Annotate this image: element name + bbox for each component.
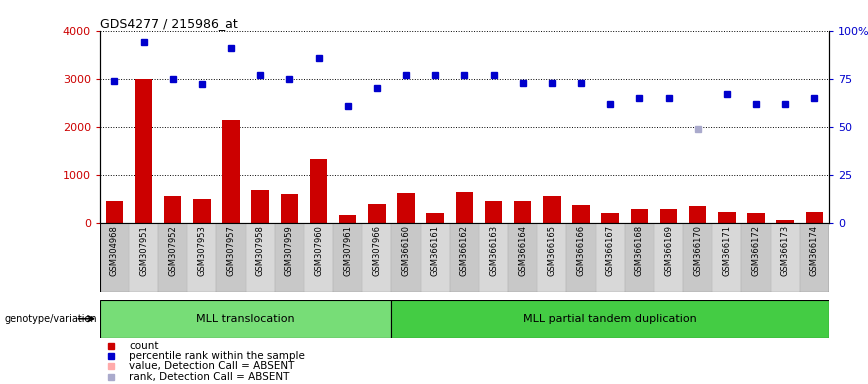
Bar xyxy=(222,119,240,223)
Bar xyxy=(741,223,771,292)
Bar xyxy=(275,223,304,292)
Bar xyxy=(310,159,327,223)
Bar xyxy=(106,201,123,223)
Bar xyxy=(304,223,333,292)
Text: GSM307953: GSM307953 xyxy=(197,225,207,276)
Text: GSM304968: GSM304968 xyxy=(110,225,119,276)
Text: GSM366168: GSM366168 xyxy=(635,225,644,276)
Bar xyxy=(631,209,648,223)
Bar xyxy=(164,196,181,223)
Bar xyxy=(216,223,246,292)
Text: GSM366174: GSM366174 xyxy=(810,225,819,276)
Bar xyxy=(595,223,625,292)
Text: GSM366162: GSM366162 xyxy=(460,225,469,276)
Text: GSM307952: GSM307952 xyxy=(168,225,177,276)
Bar xyxy=(543,196,561,223)
Bar xyxy=(514,201,531,223)
Bar xyxy=(660,209,677,223)
Text: GSM366173: GSM366173 xyxy=(780,225,790,276)
Text: GSM366161: GSM366161 xyxy=(431,225,440,276)
Bar xyxy=(450,223,479,292)
Text: GSM307960: GSM307960 xyxy=(314,225,323,276)
Bar xyxy=(567,223,595,292)
Bar xyxy=(479,223,508,292)
Text: rank, Detection Call = ABSENT: rank, Detection Call = ABSENT xyxy=(129,372,289,382)
Text: MLL translocation: MLL translocation xyxy=(196,314,295,324)
Bar xyxy=(485,200,503,223)
Bar xyxy=(391,300,829,338)
Bar xyxy=(129,223,158,292)
Text: GSM366164: GSM366164 xyxy=(518,225,527,276)
Text: GSM366166: GSM366166 xyxy=(576,225,586,276)
Text: GSM307961: GSM307961 xyxy=(343,225,352,276)
Text: GSM366163: GSM366163 xyxy=(489,225,498,276)
Bar xyxy=(135,79,152,223)
Bar xyxy=(100,300,391,338)
Text: genotype/variation: genotype/variation xyxy=(4,314,97,324)
Bar xyxy=(426,213,444,223)
Bar xyxy=(456,192,473,223)
Text: GSM366169: GSM366169 xyxy=(664,225,673,276)
Text: GSM366172: GSM366172 xyxy=(752,225,760,276)
Text: GSM366160: GSM366160 xyxy=(402,225,411,276)
Text: GSM307958: GSM307958 xyxy=(256,225,265,276)
Bar xyxy=(572,205,589,223)
Text: GSM366170: GSM366170 xyxy=(694,225,702,276)
Bar xyxy=(194,199,211,223)
Bar xyxy=(158,223,187,292)
Bar xyxy=(421,223,450,292)
Bar xyxy=(683,223,713,292)
Bar xyxy=(339,215,357,223)
Bar xyxy=(537,223,567,292)
Text: GDS4277 / 215986_at: GDS4277 / 215986_at xyxy=(100,17,238,30)
Bar xyxy=(602,213,619,223)
Text: MLL partial tandem duplication: MLL partial tandem duplication xyxy=(523,314,697,324)
Text: count: count xyxy=(129,341,159,351)
Bar xyxy=(362,223,391,292)
Bar xyxy=(654,223,683,292)
Bar xyxy=(246,223,275,292)
Text: GSM366165: GSM366165 xyxy=(548,225,556,276)
Bar xyxy=(508,223,537,292)
Text: GSM307951: GSM307951 xyxy=(139,225,148,276)
Text: GSM307959: GSM307959 xyxy=(285,225,294,276)
Bar xyxy=(777,220,794,223)
Bar xyxy=(771,223,799,292)
Bar xyxy=(100,223,129,292)
Bar xyxy=(625,223,654,292)
Text: GSM307966: GSM307966 xyxy=(372,225,381,276)
Bar xyxy=(333,223,362,292)
Bar xyxy=(398,193,415,223)
Text: GSM366171: GSM366171 xyxy=(722,225,732,276)
Bar xyxy=(799,223,829,292)
Bar xyxy=(391,223,421,292)
Bar xyxy=(252,190,269,223)
Text: GSM307957: GSM307957 xyxy=(227,225,235,276)
Bar xyxy=(806,212,823,223)
Bar xyxy=(713,223,741,292)
Bar xyxy=(187,223,216,292)
Text: percentile rank within the sample: percentile rank within the sample xyxy=(129,351,305,361)
Bar xyxy=(368,204,385,223)
Bar xyxy=(747,213,765,223)
Bar xyxy=(718,212,735,223)
Bar xyxy=(280,194,298,223)
Text: value, Detection Call = ABSENT: value, Detection Call = ABSENT xyxy=(129,361,294,371)
Text: GSM366167: GSM366167 xyxy=(606,225,615,276)
Bar xyxy=(689,207,707,223)
